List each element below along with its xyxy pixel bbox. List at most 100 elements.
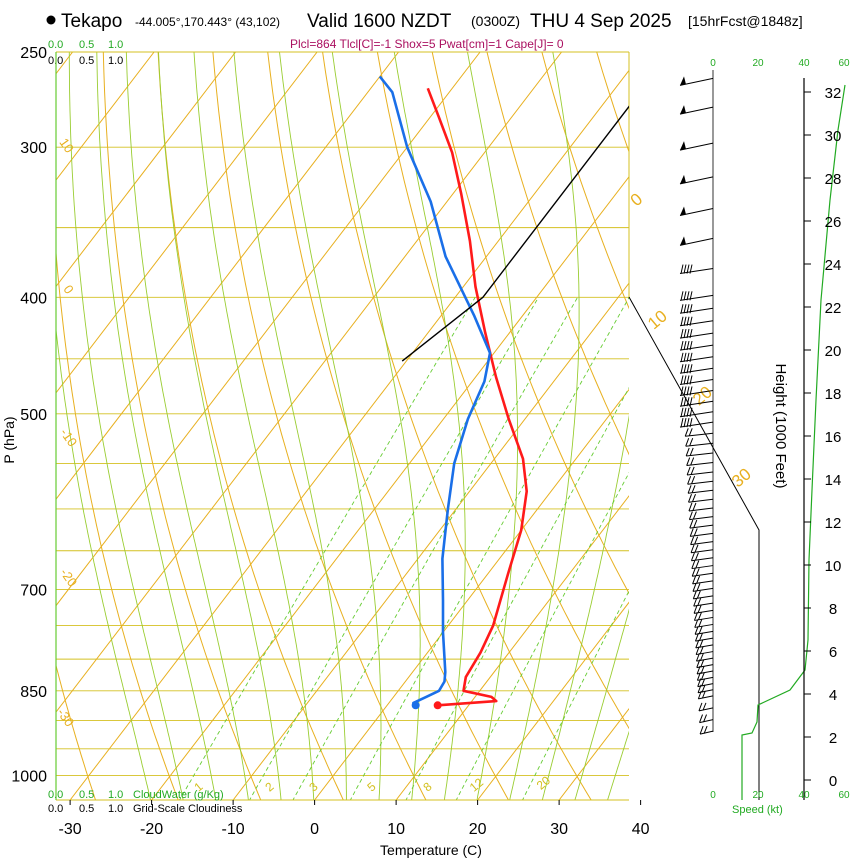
height-tick-label: 2 [829, 730, 837, 747]
wind-barb-feather [686, 375, 690, 385]
wind-barb-shaft [689, 524, 714, 529]
wind-barb [699, 714, 714, 724]
wind-barb-feather [700, 659, 705, 668]
wind-barb-feather [693, 597, 698, 607]
speed-label: Speed (kt) [732, 804, 783, 816]
cloudwater-scale-top: 0.0 0.5 1.0 [48, 39, 123, 51]
dewpoint-trace [378, 75, 492, 707]
wind-barb-feather [691, 568, 696, 577]
sounding-traces [378, 75, 629, 710]
svg-text:40: 40 [798, 790, 810, 801]
height-tick-label: 30 [825, 128, 842, 145]
wind-barb-shaft [696, 657, 714, 662]
wind-barb-feather [680, 316, 684, 326]
wind-barb [694, 632, 714, 642]
wind-barb [691, 568, 714, 577]
moist-adiabat [607, 730, 629, 800]
wind-barb [679, 407, 714, 418]
svg-text:60: 60 [838, 58, 850, 69]
wind-barb [689, 519, 714, 529]
mixing-ratio-line [405, 386, 629, 800]
wind-barb [679, 340, 714, 351]
wind-barb-shaft [696, 664, 714, 669]
wind-barb-feather [701, 684, 706, 693]
wind-barb-feather [692, 502, 697, 511]
wind-barb [679, 386, 714, 396]
wind-barb-shaft [696, 651, 714, 656]
wind-barb-shaft [688, 498, 714, 503]
wind-barb-feather [692, 583, 697, 592]
wind-barb-feather [699, 639, 704, 648]
wind-barb-shaft [679, 421, 714, 428]
wind-barb-pennant [680, 141, 686, 151]
wind-barb-feather [680, 304, 684, 314]
wind-barb-shaft [679, 294, 714, 301]
wind-barb-shaft [688, 489, 714, 494]
wind-barb-feather [689, 352, 693, 362]
wind-barb-feather [683, 316, 687, 326]
wind-speed-profile [741, 84, 846, 800]
dry-adiabat-label: 10 [56, 135, 77, 155]
wind-barb [692, 575, 714, 585]
isotherm-line [56, 52, 155, 181]
wind-barb-feather [699, 725, 704, 735]
svg-text:0.0: 0.0 [48, 803, 63, 815]
isotherm-line [477, 601, 629, 800]
moist-adiabat [393, 52, 466, 800]
wind-barb-feather [690, 466, 695, 475]
wind-barb-feather [692, 575, 697, 585]
height-tick-label: 10 [825, 558, 842, 575]
temperature-tick-label: 10 [387, 821, 405, 838]
pressure-tick-label: 300 [20, 140, 47, 157]
dry-adiabat [807, 31, 850, 801]
wind-barb [699, 725, 714, 735]
wind-barb-feather [683, 304, 687, 314]
wind-barbs [679, 70, 846, 800]
wind-barb-feather [689, 407, 693, 417]
wind-barb-feather [689, 418, 693, 428]
cloud-profile-trace [401, 105, 629, 362]
wind-panel-border [628, 296, 760, 800]
forecast-info: [15hrFcst@1848z] [688, 13, 803, 29]
wind-barb-feather [680, 364, 684, 374]
wind-barb-shaft [692, 572, 714, 577]
moist-adiabat [158, 52, 282, 800]
wind-barb-feather [693, 612, 698, 621]
wind-barb-feather [683, 291, 687, 301]
wind-barb-feather [689, 375, 693, 385]
wind-barb [679, 76, 714, 86]
wind-barb-pennant [680, 105, 686, 115]
isotherm-line [232, 282, 629, 800]
wind-barb-feather [686, 466, 691, 476]
valid-date: THU 4 Sep 2025 [530, 11, 672, 32]
wind-barb [698, 702, 714, 712]
moist-adiabat [68, 52, 184, 800]
wind-barb [689, 528, 714, 537]
height-tick-label: 24 [825, 257, 842, 274]
wind-barb [692, 590, 714, 600]
wind-barb-shaft [694, 616, 714, 621]
isotherm-label: 20 [689, 382, 716, 409]
wind-barb [693, 597, 714, 607]
wind-barb-feather [692, 511, 697, 520]
wind-barb-feather [690, 457, 695, 466]
dry-adiabat [753, 31, 850, 801]
dry-adiabat [645, 31, 850, 801]
wind-barb [690, 536, 714, 546]
wind-barb [679, 328, 714, 339]
wind-barb-feather [689, 528, 694, 537]
wind-barb-feather [680, 328, 684, 339]
wind-barb-pennant [680, 76, 686, 86]
wind-barb-shaft [685, 432, 714, 437]
wind-barb-feather [680, 407, 684, 417]
wind-barb-feather [680, 291, 684, 301]
temperature-tick-label: 20 [469, 821, 487, 838]
mixing-ratio-line [455, 472, 629, 800]
wind-barb [693, 612, 714, 621]
dry-adiabat [0, 31, 13, 801]
wind-barb-shaft [698, 707, 714, 712]
wind-barb-shaft [679, 307, 714, 314]
wind-barb-feather [686, 397, 690, 407]
wind-barb [679, 206, 714, 216]
moist-adiabat [509, 52, 580, 800]
